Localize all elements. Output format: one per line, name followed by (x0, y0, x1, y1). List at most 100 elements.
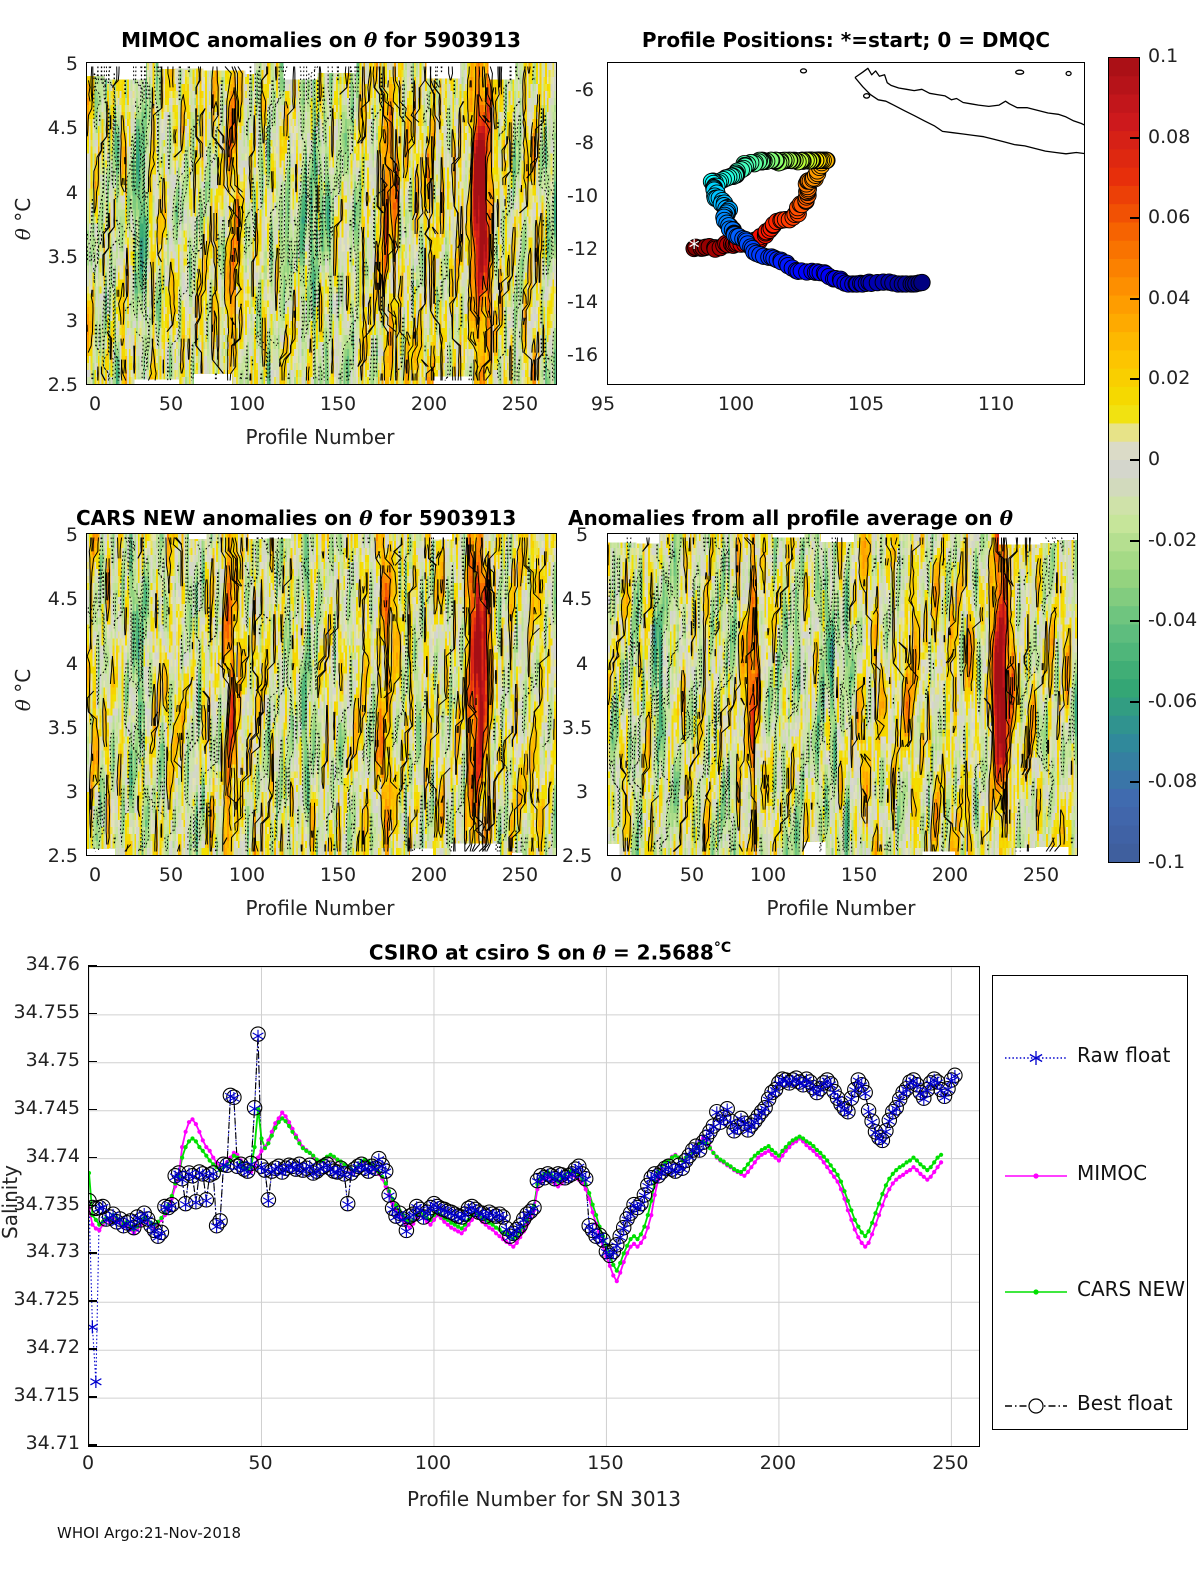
colorbar-tick-mark (1130, 459, 1140, 461)
allprof-contour-field (608, 534, 1077, 855)
profile-positions-map[interactable]: * (607, 62, 1085, 385)
cars-anomaly-plot[interactable] (86, 533, 557, 856)
mimoc-xtick-5: 250 (501, 393, 539, 415)
cars-ytick-4: 3 (30, 781, 78, 803)
theta-symbol: θ (359, 506, 372, 530)
colorbar-tick-0: 0.1 (1148, 45, 1178, 67)
mimoc-xtick-4: 200 (410, 393, 448, 415)
mimoc-xtick-3: 150 (319, 393, 357, 415)
allprof-ytick-1: 4.5 (562, 588, 606, 610)
mimoc-anomaly-plot[interactable] (86, 62, 557, 385)
allprof-ytick-3: 3.5 (562, 717, 606, 739)
legend-item-raw-float[interactable]: Raw float (1077, 1043, 1170, 1067)
mimoc-xlabel: Profile Number (180, 425, 460, 449)
legend-item-cars-new[interactable]: CARS NEW (1077, 1277, 1185, 1301)
map-xtick-1: 100 (712, 393, 760, 415)
mimoc-title-pre: MIMOC anomalies on (121, 28, 364, 52)
allprof-xtick-1: 50 (677, 864, 707, 886)
ts-ytick-mark (88, 1108, 97, 1111)
map-xtick-2: 105 (842, 393, 890, 415)
ts-ytick-6: 34.73 (0, 1240, 80, 1262)
ts-ytick-8: 34.72 (0, 1336, 80, 1358)
cars-xtick-4: 200 (410, 864, 448, 886)
theta-symbol: θ (1000, 506, 1013, 530)
mimoc-ytick-3: 3.5 (30, 246, 78, 268)
colorbar-tick-5: 0 (1148, 448, 1160, 470)
ts-xtick-3: 150 (581, 1452, 629, 1474)
map-ytick-1: -8 (575, 132, 615, 154)
map-xtick-0: 95 (583, 393, 623, 415)
ts-ytick-mark (88, 1156, 97, 1159)
colorbar-tick-6: -0.02 (1148, 529, 1197, 551)
colorbar-tick-mark (1130, 620, 1140, 623)
ts-ytick-2: 34.75 (0, 1049, 80, 1071)
mimoc-ytick-0: 5 (30, 53, 78, 75)
cars-panel-title: CARS NEW anomalies on θ for 5903913 (76, 506, 576, 530)
allprof-panel-title: Anomalies from all profile average on θ (568, 506, 1098, 530)
colorbar-tick-3: 0.04 (1148, 287, 1190, 309)
colorbar-tick-10: -0.1 (1148, 851, 1185, 873)
cars-ytick-3: 3.5 (30, 717, 78, 739)
ts-xtick-0: 0 (64, 1452, 112, 1474)
timeseries-panel-title: CSIRO at csiro S on θ = 2.5688°C (200, 940, 900, 965)
ts-ytick-mark (88, 1444, 97, 1446)
mimoc-ytick-2: 4 (30, 182, 78, 204)
allprof-xlabel: Profile Number (701, 896, 981, 920)
ts-ytick-10: 34.71 (0, 1432, 80, 1454)
legend-item-mimoc[interactable]: MIMOC (1077, 1161, 1147, 1185)
allprof-ytick-0: 5 (576, 524, 606, 546)
ts-ytick-9: 34.715 (0, 1384, 80, 1406)
mimoc-ytick-4: 3 (30, 310, 78, 332)
ts-ytick-mark (88, 1204, 97, 1207)
ts-ytick-mark (88, 1012, 97, 1015)
allprof-title-pre: Anomalies from all profile average on (568, 506, 1000, 530)
ts-ytick-mark (88, 1300, 97, 1302)
cars-ytick-5: 2.5 (22, 845, 78, 867)
legend-item-best-float[interactable]: Best float (1077, 1391, 1173, 1415)
colorbar-tick-8: -0.06 (1148, 690, 1197, 712)
ts-xtick-5: 250 (926, 1452, 974, 1474)
colorbar-tick-mark (1130, 378, 1140, 381)
cars-xtick-1: 50 (156, 864, 186, 886)
salinity-timeseries-plot[interactable] (88, 966, 980, 1447)
mimoc-xtick-1: 50 (156, 393, 186, 415)
allprof-ytick-2: 4 (576, 653, 606, 675)
colorbar-tick-9: -0.08 (1148, 770, 1197, 792)
allprof-xtick-4: 200 (931, 864, 969, 886)
allprof-xtick-5: 250 (1022, 864, 1060, 886)
allprofile-anomaly-plot[interactable] (607, 533, 1078, 856)
ts-ytick-mark (88, 1348, 97, 1350)
cars-contour-field (87, 534, 556, 855)
colorbar-tick-mark (1130, 136, 1140, 139)
ts-ytick-mark (88, 965, 97, 967)
cars-ytick-1: 4.5 (30, 588, 78, 610)
ts-ytick-4: 34.74 (0, 1145, 80, 1167)
mimoc-title-post: for 5903913 (377, 28, 521, 52)
cars-title-post: for 5903913 (373, 506, 517, 530)
ts-ytick-1: 34.755 (0, 1001, 80, 1023)
timeseries-xlabel: Profile Number for SN 3013 (384, 1487, 704, 1511)
cars-xlabel: Profile Number (180, 896, 460, 920)
cars-ylabel-theta: θ (11, 699, 35, 711)
legend-sample-lines (1005, 1051, 1067, 1414)
timeseries-legend[interactable] (992, 975, 1188, 1430)
ts-ytick-7: 34.725 (0, 1288, 80, 1310)
cars-ytick-2: 4 (30, 653, 78, 675)
cars-ylabel-unit: °C (11, 669, 35, 699)
ts-xtick-2: 100 (409, 1452, 457, 1474)
map-ytick-2: -10 (567, 185, 615, 207)
cars-xtick-0: 0 (80, 864, 110, 886)
colorbar-tick-mark (1130, 217, 1140, 220)
allprof-xtick-2: 100 (749, 864, 787, 886)
ts-xtick-1: 50 (236, 1452, 284, 1474)
colorbar-tick-mark (1130, 700, 1140, 703)
ts-ytick-0: 34.76 (0, 953, 80, 975)
allprof-ytick-5: 2.5 (562, 845, 606, 867)
cars-title-pre: CARS NEW anomalies on (76, 506, 359, 530)
ts-title-pre: CSIRO at csiro S on (369, 941, 593, 965)
ts-ytick-mark (88, 1252, 97, 1254)
mimoc-contour-field (87, 63, 556, 384)
ts-title-post: = 2.5688 (606, 941, 714, 965)
mimoc-xtick-0: 0 (80, 393, 110, 415)
cars-ylabel: θ °C (11, 655, 35, 725)
